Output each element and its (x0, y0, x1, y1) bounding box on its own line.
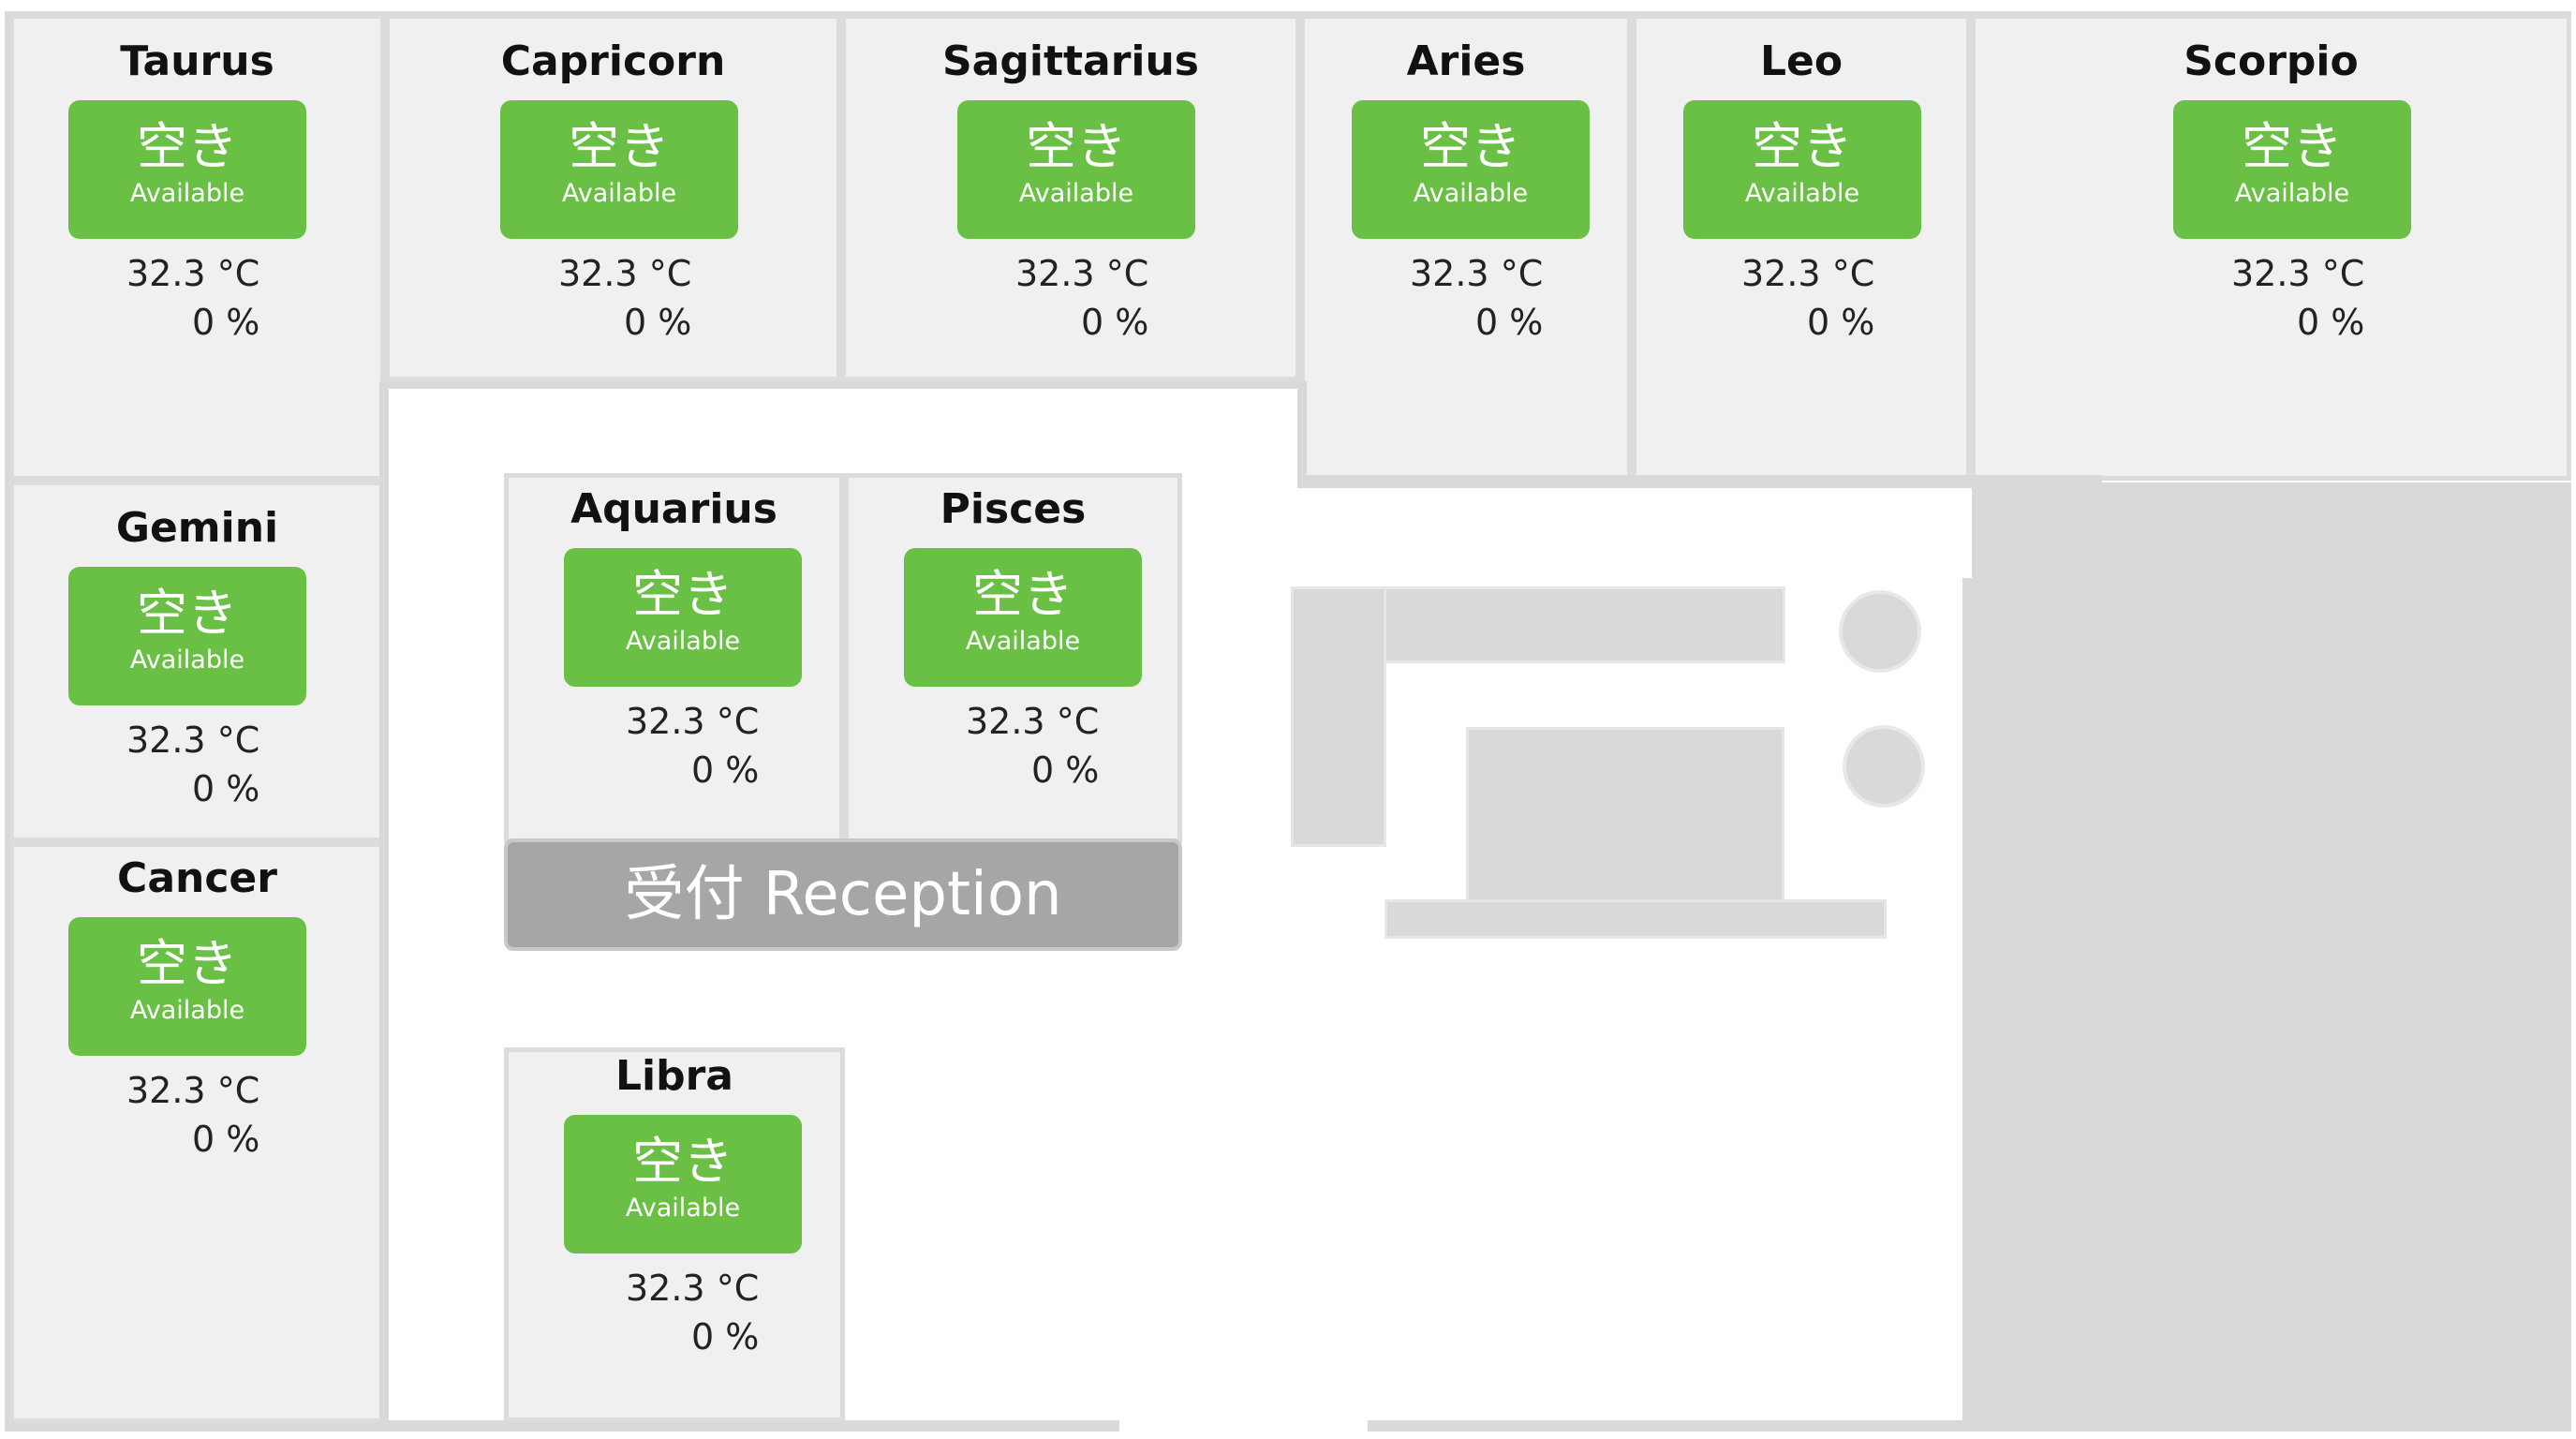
status-label-ja: 空き (632, 1132, 733, 1191)
status-label-ja: 空き (137, 584, 238, 643)
corridor-wall (1962, 578, 2102, 589)
stool (1843, 725, 1925, 808)
bench (1384, 899, 1887, 939)
room-name: Gemini (115, 504, 279, 552)
status-label-ja: 空き (972, 565, 1073, 624)
temperature-reading: 32.3 °C (1741, 253, 1875, 294)
stool (1839, 590, 1921, 673)
status-badge: 空き Available (1683, 100, 1921, 239)
status-label-en: Available (561, 179, 677, 208)
reception-desk: 受付 Reception (504, 838, 1182, 951)
room-aquarius[interactable]: Aquarius 空き Available 32.3 °C 0 % (504, 473, 844, 843)
outer-wall-bottom-left (5, 1420, 1119, 1432)
status-label-ja: 空き (1026, 117, 1127, 176)
temperature-reading: 32.3 °C (966, 701, 1100, 742)
humidity-reading: 0 % (1031, 749, 1100, 791)
status-badge: 空き Available (68, 100, 306, 239)
status-badge: 空き Available (2173, 100, 2411, 239)
humidity-reading: 0 % (2297, 302, 2365, 343)
table (1466, 727, 1784, 905)
status-label-en: Available (965, 627, 1081, 656)
corridor-wall (1962, 578, 1972, 1421)
room-gemini[interactable]: Gemini 空き Available 32.3 °C 0 % (9, 481, 385, 842)
status-label-ja: 空き (137, 934, 238, 993)
temperature-reading: 32.3 °C (126, 720, 260, 761)
room-name: Taurus (120, 37, 274, 85)
room-name: Aries (1406, 37, 1526, 85)
room-libra[interactable]: Libra 空き Available 32.3 °C 0 % (504, 1047, 845, 1422)
status-badge: 空き Available (68, 917, 306, 1056)
humidity-reading: 0 % (624, 302, 692, 343)
temperature-reading: 32.3 °C (626, 1268, 760, 1309)
status-badge: 空き Available (957, 100, 1195, 239)
corridor-wall (1297, 475, 2098, 488)
temperature-reading: 32.3 °C (126, 253, 260, 294)
status-badge: 空き Available (500, 100, 738, 239)
outer-wall-left (5, 11, 12, 1432)
humidity-reading: 0 % (1081, 302, 1149, 343)
humidity-reading: 0 % (192, 768, 260, 809)
corridor-wall (379, 381, 389, 1423)
humidity-reading: 0 % (192, 302, 260, 343)
status-label-ja: 空き (1420, 117, 1521, 176)
status-label-ja: 空き (137, 117, 238, 176)
humidity-reading: 0 % (192, 1119, 260, 1160)
room-pisces[interactable]: Pisces 空き Available 32.3 °C 0 % (844, 473, 1182, 843)
corridor-wall (1297, 381, 1307, 488)
room-name: Leo (1759, 37, 1843, 85)
status-label-en: Available (1413, 179, 1529, 208)
room-capricorn[interactable]: Capricorn 空き Available 32.3 °C 0 % (385, 14, 841, 381)
room-leo[interactable]: Leo 空き Available 32.3 °C 0 % (1632, 14, 1971, 481)
room-name: Aquarius (570, 485, 777, 533)
corridor-wall (2089, 475, 2102, 586)
temperature-reading: 32.3 °C (1015, 253, 1149, 294)
room-taurus[interactable]: Taurus 空き Available 32.3 °C 0 % (9, 14, 385, 481)
room-name: Scorpio (2184, 37, 2359, 85)
room-cancer[interactable]: Cancer 空き Available 32.3 °C 0 % (9, 842, 385, 1423)
status-label-en: Available (625, 627, 741, 656)
room-name: Capricorn (500, 37, 726, 85)
status-label-en: Available (129, 996, 245, 1025)
room-name: Sagittarius (941, 37, 1199, 85)
room-name: Cancer (117, 854, 277, 902)
status-badge: 空き Available (68, 567, 306, 705)
room-name: Pisces (940, 485, 1087, 533)
temperature-reading: 32.3 °C (126, 1070, 260, 1111)
temperature-reading: 32.3 °C (2231, 253, 2365, 294)
status-label-en: Available (2234, 179, 2350, 208)
service-area (1972, 482, 2571, 1432)
status-label-ja: 空き (2242, 117, 2343, 176)
status-label-ja: 空き (569, 117, 670, 176)
humidity-reading: 0 % (691, 749, 760, 791)
room-name: Libra (614, 1052, 733, 1100)
humidity-reading: 0 % (691, 1316, 760, 1357)
status-label-en: Available (625, 1194, 741, 1223)
humidity-reading: 0 % (1807, 302, 1875, 343)
humidity-reading: 0 % (1475, 302, 1544, 343)
temperature-reading: 32.3 °C (558, 253, 692, 294)
status-badge: 空き Available (564, 1115, 802, 1254)
status-label-ja: 空き (632, 565, 733, 624)
room-scorpio[interactable]: Scorpio 空き Available 32.3 °C 0 % (1971, 14, 2571, 481)
status-badge: 空き Available (564, 548, 802, 687)
temperature-reading: 32.3 °C (1410, 253, 1544, 294)
status-label-en: Available (1744, 179, 1860, 208)
corridor-wall (385, 381, 1307, 389)
counter-side (1291, 586, 1386, 847)
status-badge: 空き Available (904, 548, 1142, 687)
temperature-reading: 32.3 °C (626, 701, 760, 742)
status-label-en: Available (1018, 179, 1134, 208)
status-badge: 空き Available (1352, 100, 1590, 239)
status-label-en: Available (129, 179, 245, 208)
status-label-en: Available (129, 645, 245, 675)
room-sagittarius[interactable]: Sagittarius 空き Available 32.3 °C 0 % (841, 14, 1300, 381)
room-aries[interactable]: Aries 空き Available 32.3 °C 0 % (1300, 14, 1632, 481)
status-label-ja: 空き (1752, 117, 1853, 176)
